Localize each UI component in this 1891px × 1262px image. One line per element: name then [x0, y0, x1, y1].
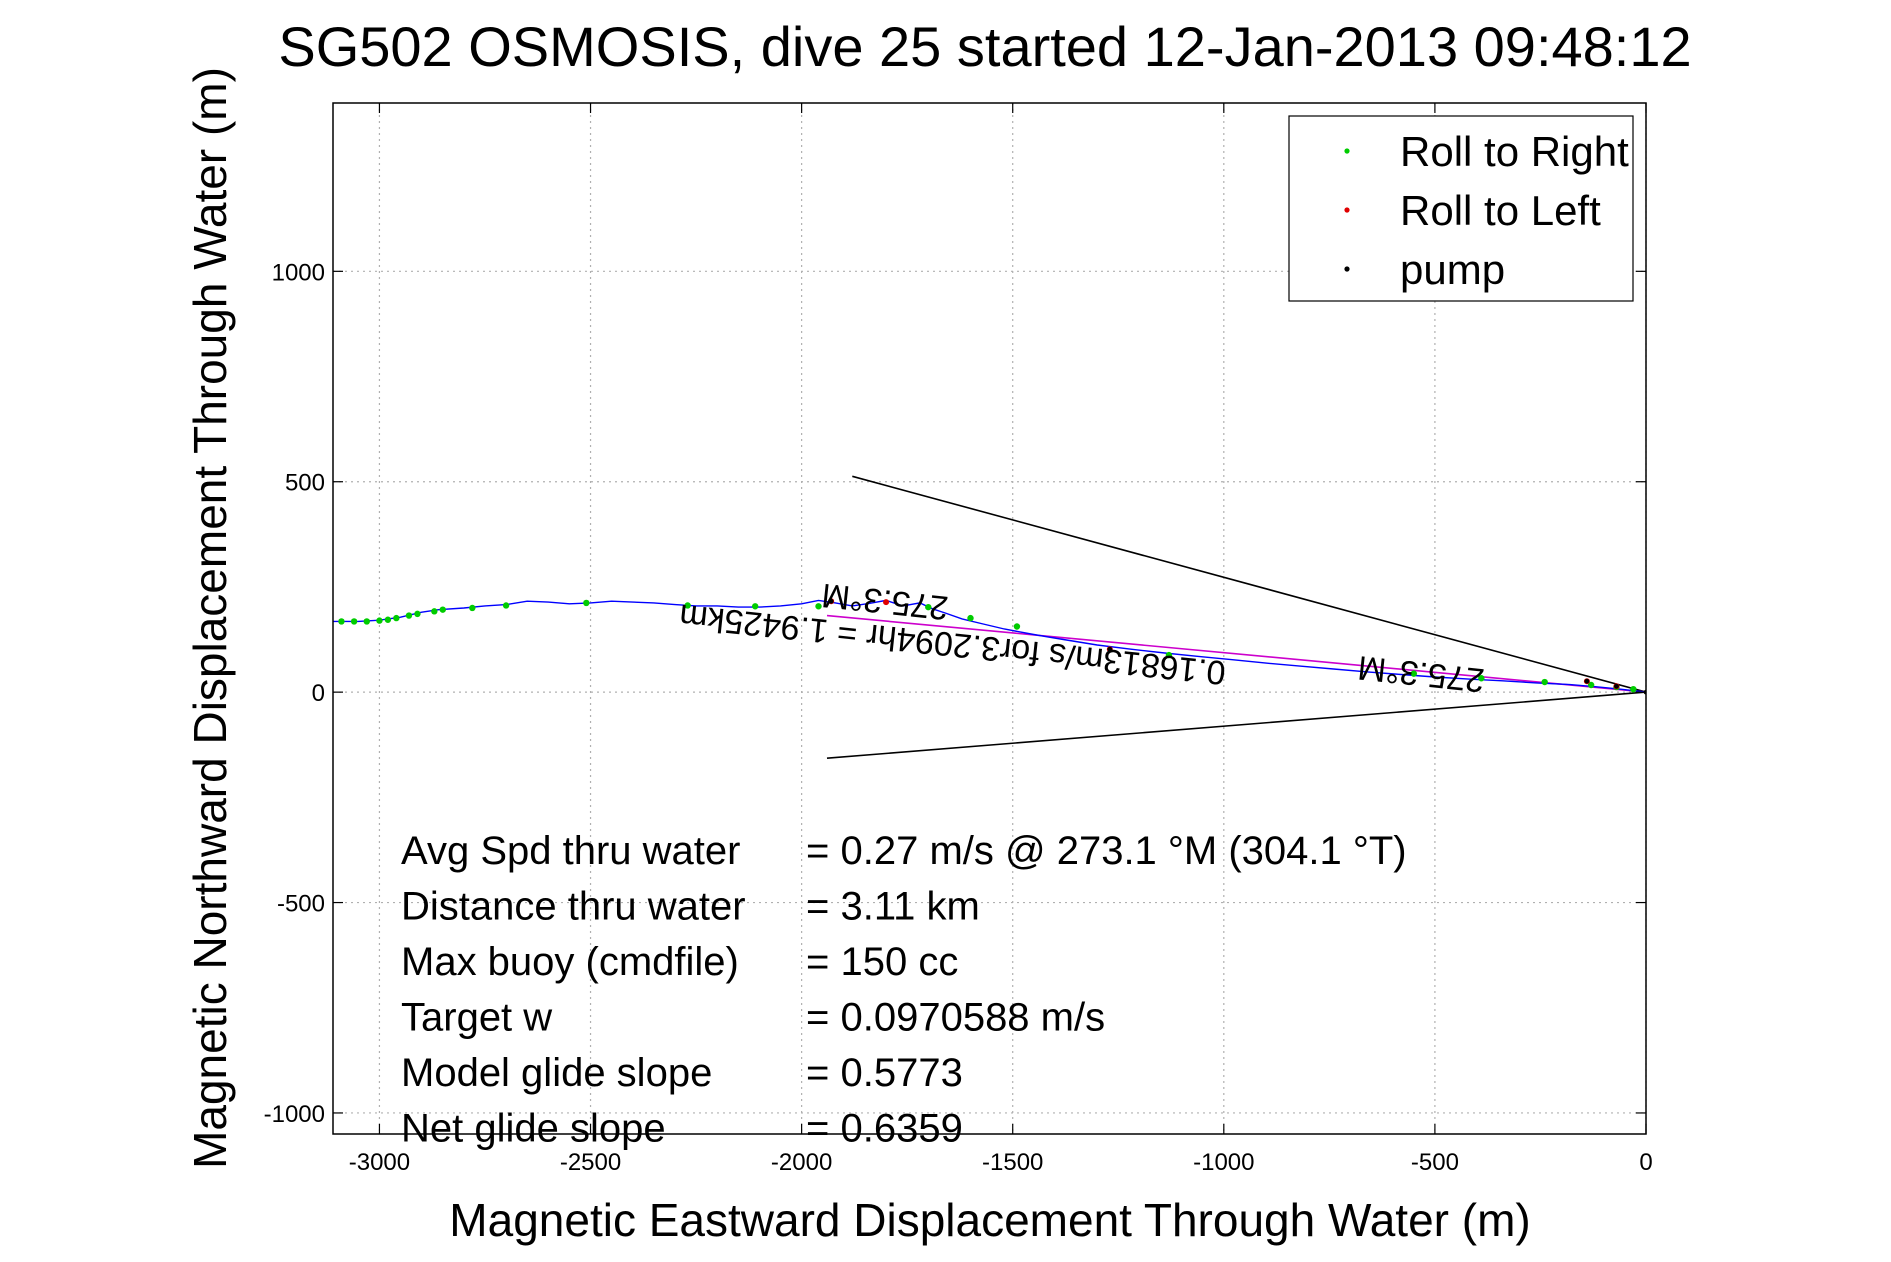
- x-axis-label: Magnetic Eastward Displacement Through W…: [449, 1194, 1530, 1246]
- pump-point: [1614, 683, 1619, 689]
- roll-to-right-point: [1541, 678, 1548, 686]
- roll-to-left-point: [883, 599, 890, 606]
- roll-to-right-point: [350, 618, 358, 625]
- roll-to-right-point: [1478, 675, 1485, 682]
- roll-to-right-point: [431, 608, 438, 615]
- roll-to-right-point: [502, 602, 510, 609]
- stat-label: Distance thru water: [401, 885, 746, 929]
- x-tick-label: -2500: [560, 1149, 621, 1176]
- stat-label: Model glide slope: [401, 1051, 712, 1095]
- roll-to-right-point: [393, 614, 400, 622]
- legend-marker: [1344, 148, 1350, 154]
- legend-marker: [1344, 207, 1350, 213]
- pump-point: [828, 598, 834, 604]
- legend-label: Roll to Left: [1400, 187, 1601, 234]
- y-axis-ticks: -1000 -500 0 500 1000: [264, 259, 1646, 1128]
- x-tick-label: -1000: [1193, 1149, 1254, 1176]
- reference-line: [826, 691, 1646, 759]
- roll-to-right-point: [751, 603, 759, 610]
- stat-value: = 0.5773: [806, 1051, 963, 1095]
- roll-to-right-point: [338, 618, 345, 625]
- stat-value: = 150 cc: [806, 940, 958, 984]
- y-tick-label: -500: [277, 891, 325, 918]
- pump-point: [1584, 678, 1590, 684]
- x-tick-label: -3000: [349, 1149, 410, 1176]
- stat-value: = 0.6359: [806, 1107, 963, 1151]
- roll-to-right-point: [1165, 651, 1173, 659]
- plot-frame: [332, 102, 1647, 1135]
- reference-line: [852, 475, 1646, 693]
- stats-block: Avg Spd thru water = 0.27 m/s @ 273.1 °M …: [401, 829, 1407, 1151]
- x-axis-ticks: -3000 -2500 -2000 -1500 -1000 -500 0: [349, 103, 1653, 1176]
- x-tick-label: -1500: [982, 1149, 1043, 1176]
- roll-to-right-point: [1630, 685, 1637, 693]
- x-tick-label: -2000: [771, 1149, 832, 1176]
- stat-value: = 3.11 km: [806, 885, 980, 929]
- roll-to-right-point: [414, 610, 421, 618]
- roll-to-right-point: [967, 614, 974, 622]
- y-tick-label: 500: [285, 470, 325, 497]
- legend-marker: [1344, 266, 1350, 272]
- x-tick-label: -500: [1411, 1149, 1459, 1176]
- pump-point: [1107, 646, 1113, 652]
- y-tick-label: 0: [312, 680, 325, 707]
- stat-label: Max buoy (cmdfile): [401, 940, 739, 984]
- chart-title: SG502 OSMOSIS, dive 25 started 12-Jan-20…: [278, 15, 1691, 78]
- roll-to-right-point: [363, 618, 370, 625]
- roll-to-right-point: [1587, 681, 1595, 689]
- roll-to-right-point: [1410, 670, 1417, 677]
- roll-to-right-point: [1013, 623, 1021, 630]
- stat-label: Net glide slope: [401, 1107, 666, 1151]
- roll-to-right-point: [925, 603, 932, 611]
- legend-label: Roll to Right: [1400, 128, 1629, 175]
- y-tick-label: 1000: [272, 259, 325, 286]
- reference-line: [826, 614, 1646, 693]
- legend-label: pump: [1400, 246, 1505, 293]
- roll-to-right-point: [384, 616, 392, 623]
- y-tick-label: -1000: [264, 1101, 325, 1128]
- stat-label: Avg Spd thru water: [401, 829, 740, 873]
- y-axis-label: Magnetic Northward Displacement Through …: [184, 67, 236, 1169]
- x-tick-label: 0: [1639, 1149, 1652, 1176]
- roll-to-right-point: [376, 617, 383, 624]
- stat-label: Target w: [401, 996, 552, 1040]
- legend: Roll to Right Roll to Left pump: [1288, 115, 1634, 302]
- roll-to-right-point: [583, 599, 590, 607]
- stat-value: = 0.0970588 m/s: [806, 996, 1105, 1040]
- roll-to-right-point: [684, 602, 691, 609]
- roll-to-right-point: [439, 606, 446, 613]
- roll-to-right-point: [405, 612, 413, 619]
- roll-to-right-point: [815, 603, 822, 610]
- roll-to-right-point: [469, 604, 476, 612]
- stat-value: = 0.27 m/s @ 273.1 °M (304.1 °T): [806, 829, 1407, 873]
